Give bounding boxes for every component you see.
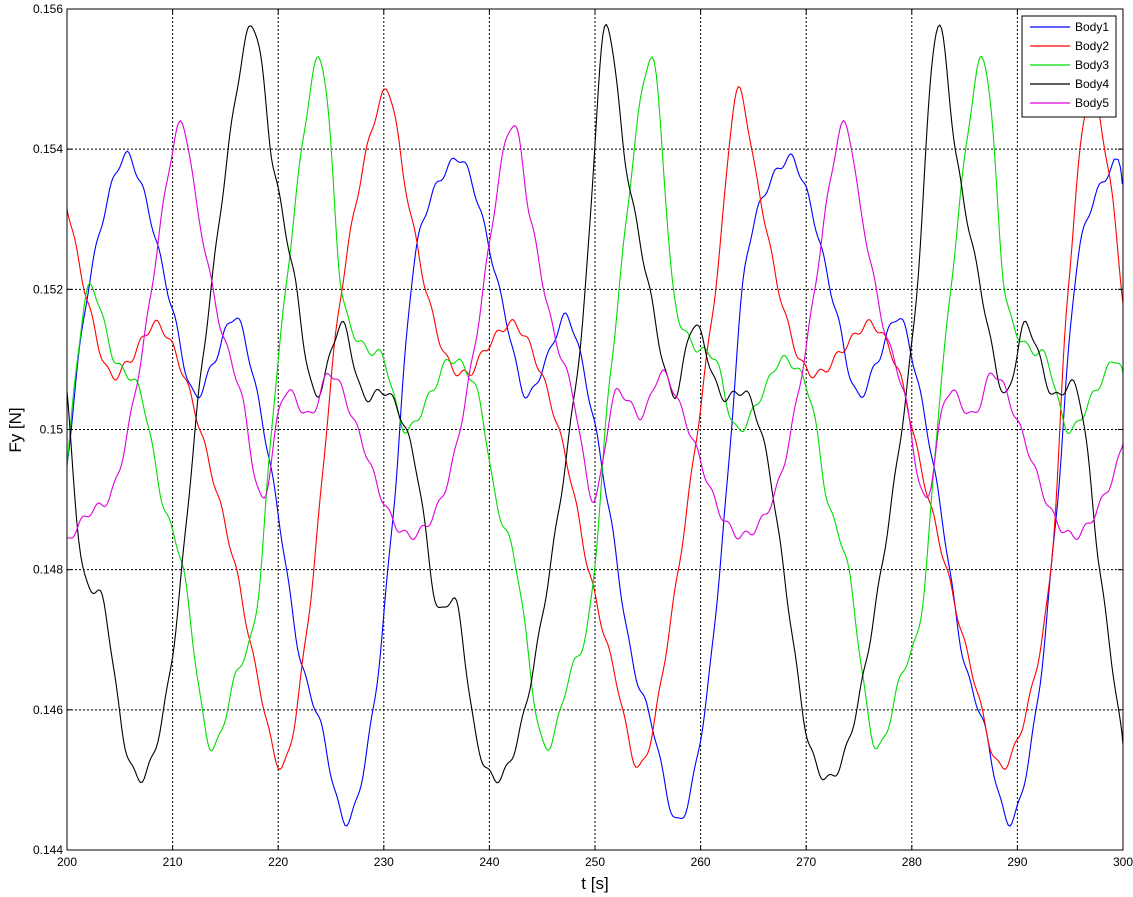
series-line-body3 bbox=[66, 55, 1124, 752]
legend-label: Body5 bbox=[1075, 96, 1109, 110]
y-tick-label: 0.148 bbox=[33, 563, 63, 577]
x-tick-label: 260 bbox=[691, 855, 711, 869]
legend-label: Body2 bbox=[1075, 39, 1109, 53]
y-tick-label: 0.15 bbox=[40, 423, 64, 437]
legend-box bbox=[1021, 15, 1117, 118]
x-tick-label: 210 bbox=[163, 855, 183, 869]
series-line-body2 bbox=[66, 86, 1124, 771]
y-axis-ticks: 0.144 0.146 0.148 0.15 0.152 0.154 0.156 bbox=[33, 2, 1123, 857]
y-tick-label: 0.154 bbox=[33, 142, 63, 156]
legend-label: Body4 bbox=[1075, 77, 1109, 91]
series-line-body1 bbox=[66, 150, 1124, 827]
legend-label: Body3 bbox=[1075, 58, 1109, 72]
y-tick-label: 0.146 bbox=[33, 703, 63, 717]
y-tick-label: 0.152 bbox=[33, 282, 63, 296]
x-tick-label: 290 bbox=[1007, 855, 1027, 869]
y-tick-label: 0.156 bbox=[33, 2, 63, 16]
x-axis-ticks: 200 210 220 230 240 250 260 270 280 290 300 bbox=[57, 9, 1133, 869]
x-tick-label: 250 bbox=[585, 855, 605, 869]
series-line-body4 bbox=[66, 23, 1124, 784]
x-tick-label: 300 bbox=[1113, 855, 1133, 869]
x-tick-label: 200 bbox=[57, 855, 77, 869]
x-tick-label: 240 bbox=[479, 855, 499, 869]
series-layer bbox=[66, 23, 1124, 827]
legend-label: Body1 bbox=[1075, 20, 1109, 34]
legend: Body1 Body2 Body3 Body4 Body5 bbox=[1021, 15, 1117, 118]
x-tick-label: 280 bbox=[902, 855, 922, 869]
x-axis-label: t [s] bbox=[581, 874, 608, 893]
series-line-body5 bbox=[66, 119, 1124, 541]
x-tick-label: 230 bbox=[374, 855, 394, 869]
x-tick-label: 270 bbox=[796, 855, 816, 869]
y-tick-label: 0.144 bbox=[33, 843, 63, 857]
y-axis-label: Fy [N] bbox=[6, 407, 25, 452]
x-tick-label: 220 bbox=[268, 855, 288, 869]
